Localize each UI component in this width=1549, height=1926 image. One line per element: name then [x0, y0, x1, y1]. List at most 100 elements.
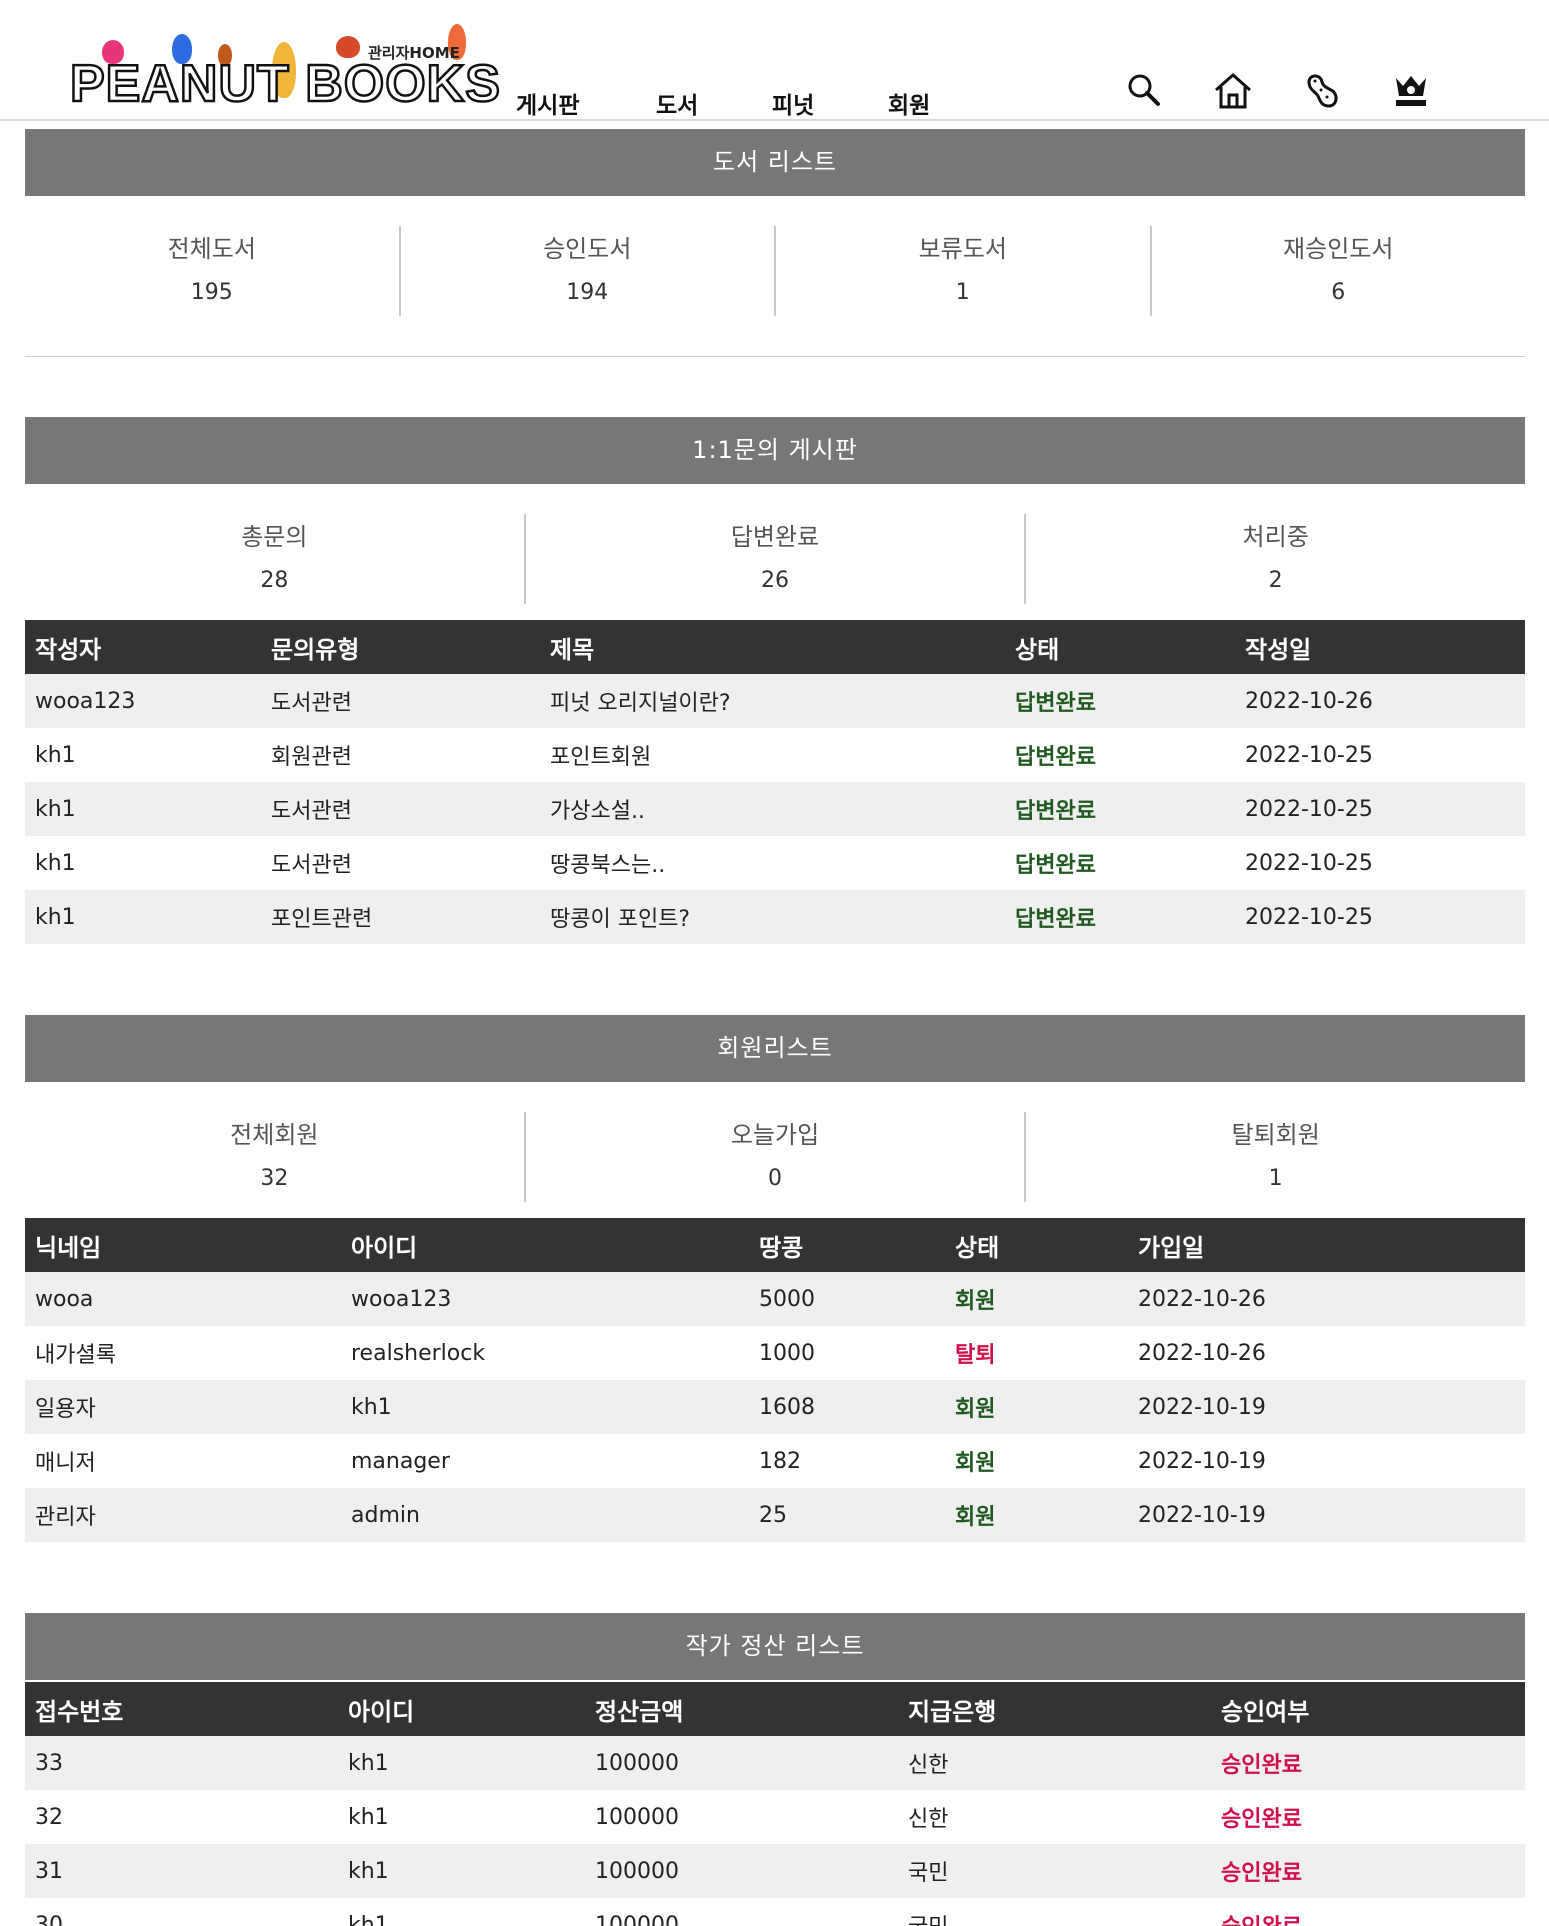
table-row[interactable]: 일용자 kh1 1608 회원 2022-10-19	[25, 1380, 1525, 1434]
settlement-table: 접수번호 아이디 정산금액 지급은행 승인여부 33 kh1 100000 신한 승인완…	[25, 1682, 1525, 1926]
table-header-row: 접수번호 아이디 정산금액 지급은행 승인여부	[25, 1682, 1525, 1736]
nav-peanut[interactable]: 피넛	[772, 93, 815, 119]
col-date: 작성일	[1235, 620, 1525, 674]
stat-label: 전체회원	[230, 1121, 319, 1149]
cell-date: 2022-10-25	[1235, 836, 1525, 890]
cell-amount: 100000	[585, 1790, 898, 1844]
cell-user-id: manager	[341, 1434, 749, 1488]
cell-receipt-no: 31	[25, 1844, 338, 1898]
status-badge: 회원	[945, 1434, 1128, 1488]
logo-character-pink	[102, 40, 124, 64]
logo-character-orange	[448, 24, 466, 60]
stat-value: 1	[955, 280, 970, 305]
cell-peanuts: 1608	[749, 1380, 945, 1434]
cell-bank: 국민	[898, 1898, 1211, 1926]
table-header-row: 작성자 문의유형 제목 상태 작성일	[25, 620, 1525, 674]
status-badge: 승인완료	[1211, 1844, 1525, 1898]
cell-nickname: 일용자	[25, 1380, 341, 1434]
cell-subject: 가상소설..	[540, 782, 1005, 836]
status-badge: 승인완료	[1211, 1898, 1525, 1926]
table-row[interactable]: kh1 회원관련 포인트회원 답변완료 2022-10-25	[25, 728, 1525, 782]
logo-character-peanut	[272, 42, 296, 98]
logo-admin-home[interactable]: 관리자HOME	[368, 44, 460, 62]
cell-bank: 신한	[898, 1736, 1211, 1790]
settlement-title-bar: 작가 정산 리스트	[25, 1613, 1525, 1680]
col-nickname: 닉네임	[25, 1218, 341, 1272]
cell-subject: 땅콩이 포인트?	[540, 890, 1005, 944]
cell-nickname: 매니저	[25, 1434, 341, 1488]
table-row[interactable]: kh1 도서관련 가상소설.. 답변완료 2022-10-25	[25, 782, 1525, 836]
table-row[interactable]: kh1 포인트관련 땅콩이 포인트? 답변완료 2022-10-25	[25, 890, 1525, 944]
cell-user-id: kh1	[341, 1380, 749, 1434]
stat-approved-books: 승인도서 194	[401, 226, 776, 316]
cell-join-date: 2022-10-26	[1128, 1272, 1525, 1326]
member-table: 닉네임 아이디 땅콩 상태 가입일 wooa wooa123 5000 회원 2022-…	[25, 1218, 1525, 1542]
col-peanuts: 땅콩	[749, 1218, 945, 1272]
table-row[interactable]: wooa wooa123 5000 회원 2022-10-26	[25, 1272, 1525, 1326]
status-badge: 탈퇴	[945, 1326, 1128, 1380]
status-badge: 답변완료	[1005, 728, 1235, 782]
cell-writer: kh1	[25, 782, 261, 836]
col-bank: 지급은행	[898, 1682, 1211, 1736]
book-stats: 전체도서 195 승인도서 194 보류도서 1 재승인도서 6	[25, 226, 1525, 316]
cell-join-date: 2022-10-19	[1128, 1434, 1525, 1488]
status-badge: 회원	[945, 1380, 1128, 1434]
cell-peanuts: 25	[749, 1488, 945, 1542]
table-row[interactable]: kh1 도서관련 땅콩북스는.. 답변완료 2022-10-25	[25, 836, 1525, 890]
cell-date: 2022-10-25	[1235, 890, 1525, 944]
table-row[interactable]: 30kh1100000국민승인완료	[25, 1898, 1525, 1926]
nav-members[interactable]: 회원	[888, 93, 931, 119]
col-status: 상태	[1005, 620, 1235, 674]
nav-books[interactable]: 도서	[656, 93, 699, 119]
table-row[interactable]: 31 kh1 100000 국민 승인완료	[25, 1844, 1525, 1898]
stat-value: 0	[768, 1166, 782, 1191]
table-row[interactable]: 매니저 manager 182 회원 2022-10-19	[25, 1434, 1525, 1488]
stat-value: 2	[1268, 568, 1283, 593]
status-badge: 승인완료	[1211, 1790, 1525, 1844]
stat-label: 처리중	[1242, 523, 1309, 551]
stat-label: 보류도서	[918, 235, 1007, 263]
table-row[interactable]: 내가셜록 realsherlock 1000 탈퇴 2022-10-26	[25, 1326, 1525, 1380]
cell-peanuts: 182	[749, 1434, 945, 1488]
member-stats: 전체회원 32 오늘가입 0 탈퇴회원 1	[25, 1112, 1525, 1202]
cell-inquiry-type: 회원관련	[261, 728, 540, 782]
stat-total-members: 전체회원 32	[25, 1112, 526, 1202]
stat-label: 답변완료	[730, 523, 820, 551]
status-badge: 답변완료	[1005, 836, 1235, 890]
cell-receipt-no: 33	[25, 1736, 338, 1790]
home-icon[interactable]	[1212, 70, 1254, 112]
table-row[interactable]: wooa123 도서관련 피넛 오리지널이란? 답변완료 2022-10-26	[25, 674, 1525, 728]
cell-join-date: 2022-10-19	[1128, 1380, 1525, 1434]
cell-inquiry-type: 도서관련	[261, 836, 540, 890]
cell-peanuts: 1000	[749, 1326, 945, 1380]
cell-writer: kh1	[25, 728, 261, 782]
book-list-title-bar: 도서 리스트	[25, 129, 1525, 196]
inquiry-stats: 총문의 28 답변완료 26 처리중 2	[25, 514, 1525, 604]
nav-board[interactable]: 게시판	[516, 93, 580, 119]
cell-bank: 신한	[898, 1790, 1211, 1844]
status-badge: 회원	[945, 1488, 1128, 1542]
cell-amount: 100000	[585, 1844, 898, 1898]
crown-icon[interactable]	[1390, 70, 1432, 112]
cell-receipt-no: 32	[25, 1790, 338, 1844]
cell-user-id: kh1	[338, 1898, 585, 1926]
cell-inquiry-type: 도서관련	[261, 782, 540, 836]
search-icon[interactable]	[1124, 70, 1166, 112]
logo-wordmark: PEANUT BOOKS	[69, 55, 501, 113]
peanut-icon[interactable]	[1301, 70, 1343, 112]
col-receipt-no: 접수번호	[25, 1682, 338, 1736]
stat-value: 28	[260, 568, 289, 593]
stat-label: 총문의	[241, 523, 308, 551]
site-logo[interactable]: PEANUT BOOKS 관리자HOME	[69, 20, 501, 115]
stat-value: 195	[190, 280, 233, 305]
col-join-date: 가입일	[1128, 1218, 1525, 1272]
col-status: 상태	[945, 1218, 1128, 1272]
table-row[interactable]: 관리자 admin 25 회원 2022-10-19	[25, 1488, 1525, 1542]
cell-writer: wooa123	[25, 674, 261, 728]
table-row[interactable]: 32 kh1 100000 신한 승인완료	[25, 1790, 1525, 1844]
col-user-id: 아이디	[338, 1682, 585, 1736]
stat-reapproved-books: 재승인도서 6	[1152, 226, 1526, 316]
table-row[interactable]: 33 kh1 100000 신한 승인완료	[25, 1736, 1525, 1790]
cell-nickname: 내가셜록	[25, 1326, 341, 1380]
stat-withdrawn-members: 탈퇴회원 1	[1026, 1112, 1525, 1202]
